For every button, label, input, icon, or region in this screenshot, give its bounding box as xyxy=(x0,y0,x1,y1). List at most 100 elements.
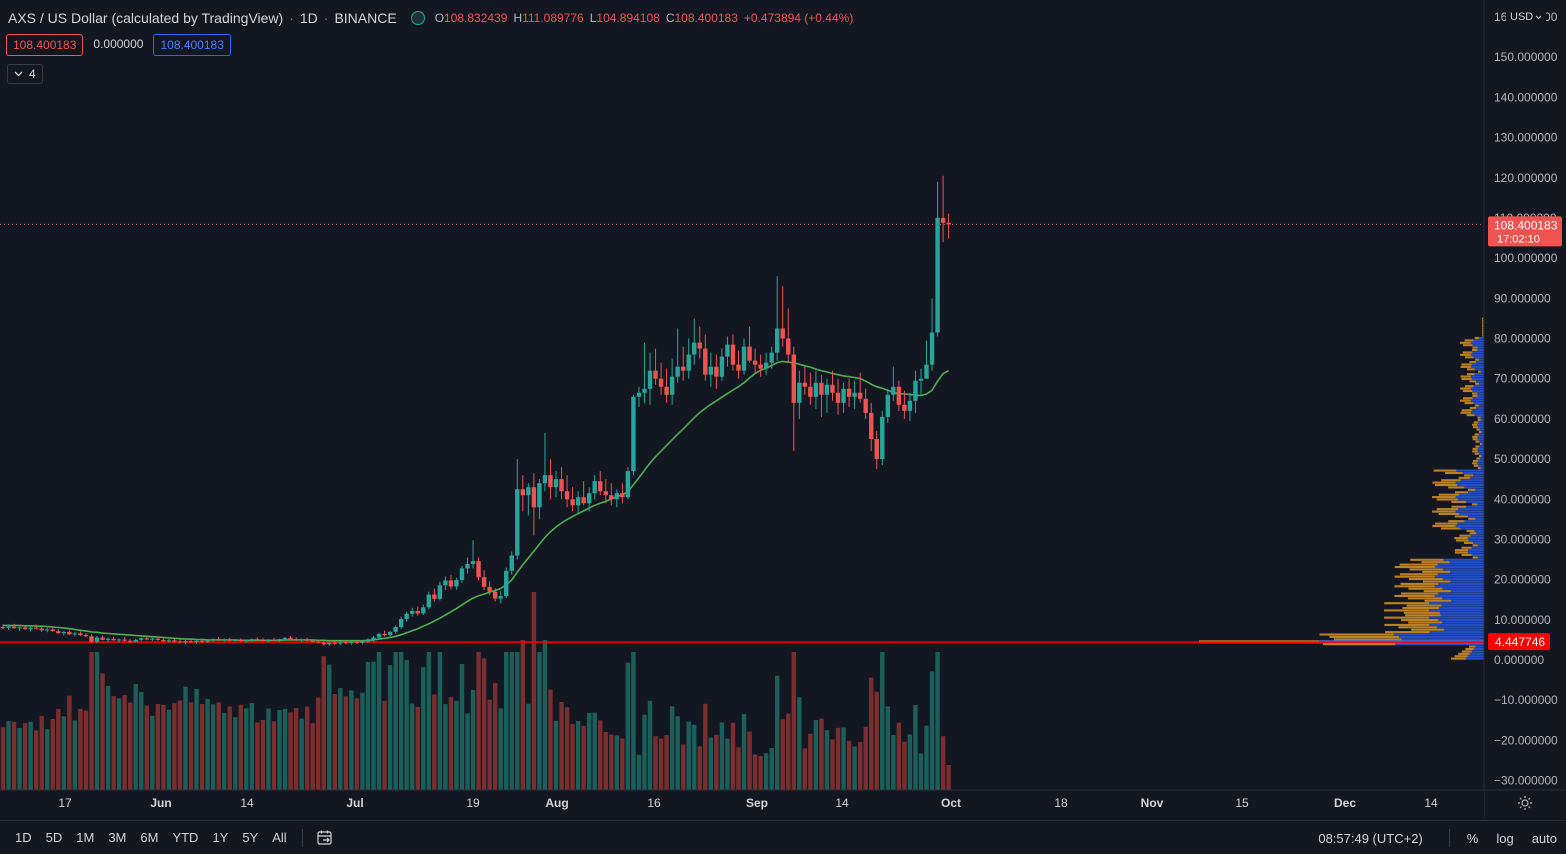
candle-body xyxy=(448,580,454,587)
time-tick-label: 17 xyxy=(58,796,72,810)
volume-bar xyxy=(813,720,819,790)
candle xyxy=(841,382,846,413)
range-button-1d[interactable]: 1D xyxy=(15,830,32,845)
volume-bar xyxy=(177,700,183,790)
candle xyxy=(570,487,575,512)
volume-profile-bar xyxy=(1476,532,1484,535)
range-button-1m[interactable]: 1M xyxy=(76,830,95,845)
sell-price-badge[interactable]: 108.400183 xyxy=(6,34,84,56)
indicators-toggle-button[interactable]: 4 xyxy=(7,64,43,84)
symbol-title[interactable]: AXS / US Dollar (calculated by TradingVi… xyxy=(8,10,284,26)
quote-badges: 108.400183 0.000000 108.400183 xyxy=(6,34,231,56)
volume-profile-bar xyxy=(1465,647,1474,651)
volume-profile-bar xyxy=(1464,520,1484,523)
candle xyxy=(509,551,514,575)
candle-body xyxy=(841,388,846,403)
gear-icon[interactable] xyxy=(1516,794,1534,812)
range-button-3m[interactable]: 3M xyxy=(108,830,127,845)
candle-body xyxy=(244,640,249,642)
volume-bar xyxy=(116,698,122,790)
volume-profile-bar xyxy=(1393,633,1484,636)
candle-body xyxy=(382,633,387,636)
volume-profile-bar xyxy=(1470,387,1484,390)
volume-profile-bar xyxy=(1467,488,1476,491)
volume-bar xyxy=(542,640,548,790)
volume-profile-bar xyxy=(1481,443,1484,446)
auto-scale-toggle[interactable]: auto xyxy=(1531,830,1557,846)
market-status-icon[interactable] xyxy=(410,11,425,25)
range-button-6m[interactable]: 6M xyxy=(140,830,159,845)
volume-bar xyxy=(481,658,487,790)
volume-profile-bar xyxy=(1401,619,1439,622)
volume-profile-bar xyxy=(1482,320,1484,323)
range-button-ytd[interactable]: YTD xyxy=(172,830,199,845)
range-button-all[interactable]: All xyxy=(272,830,287,845)
interval-label[interactable]: 1D xyxy=(299,10,318,26)
candle xyxy=(769,346,774,369)
candle xyxy=(249,638,255,643)
candle xyxy=(227,637,232,642)
candle-body xyxy=(869,412,874,439)
clock-timezone[interactable]: 08:57:49 (UTC+2) xyxy=(1318,830,1423,846)
range-button-5y[interactable]: 5Y xyxy=(242,830,259,845)
volume-profile-bar xyxy=(1482,317,1483,320)
candle xyxy=(194,639,199,644)
volume-bar xyxy=(111,696,116,790)
candle xyxy=(592,475,597,500)
range-button-1y[interactable]: 1Y xyxy=(212,830,229,845)
volume-profile-bar xyxy=(1442,578,1484,581)
candle xyxy=(238,638,243,642)
volume-profile-bar xyxy=(1401,638,1484,641)
legend-header: AXS / US Dollar (calculated by TradingVi… xyxy=(8,8,859,28)
range-button-5d[interactable]: 5D xyxy=(45,830,63,845)
volume-profile-bar xyxy=(1477,394,1484,397)
candle-body xyxy=(924,364,929,379)
volume-bar xyxy=(271,721,277,790)
candle xyxy=(780,286,785,347)
candle xyxy=(299,638,304,642)
volume-profile-bar xyxy=(1474,433,1479,436)
candle-body xyxy=(22,627,28,630)
candle-body xyxy=(636,392,642,397)
volume-bar xyxy=(857,742,863,790)
volume-profile-bar xyxy=(1468,491,1484,494)
candle-body xyxy=(271,639,277,641)
price-tick-label: 20.000000 xyxy=(1494,573,1551,587)
candle xyxy=(553,471,559,498)
candle xyxy=(22,625,28,630)
calendar-goto-icon[interactable] xyxy=(315,828,335,848)
plot-area xyxy=(0,0,1484,790)
candle xyxy=(487,581,492,595)
candle xyxy=(791,346,796,452)
candle xyxy=(33,624,39,630)
volume-bar xyxy=(797,697,802,790)
time-tick-label: 14 xyxy=(1424,796,1438,810)
candle-body xyxy=(504,570,509,597)
price-tick-label: 10.000000 xyxy=(1494,613,1551,627)
volume-bar xyxy=(266,708,271,790)
candle-body xyxy=(492,591,498,599)
volume-bar xyxy=(487,699,492,790)
candle xyxy=(415,606,420,616)
candle xyxy=(50,627,55,632)
percent-scale-toggle[interactable]: % xyxy=(1466,830,1479,846)
volume-bar xyxy=(382,700,387,790)
candle xyxy=(56,629,61,634)
candle-body xyxy=(260,639,266,641)
buy-price-badge[interactable]: 108.400183 xyxy=(153,34,231,56)
volume-profile-bar xyxy=(1385,631,1430,634)
currency-selector[interactable]: USD xyxy=(1506,8,1547,26)
toolbar-right: 08:57:49 (UTC+2) % log auto xyxy=(1318,821,1566,854)
volume-bar xyxy=(72,720,78,790)
volume-profile-bar xyxy=(1472,351,1484,354)
log-scale-toggle[interactable]: log xyxy=(1496,830,1514,846)
candle-body xyxy=(891,386,896,395)
price-tick-label: 140.000000 xyxy=(1494,90,1558,104)
volume-profile-bar xyxy=(1448,486,1465,489)
volume-profile-bar xyxy=(1455,510,1484,513)
volume-profile-bar xyxy=(1477,435,1484,438)
indicators-count: 4 xyxy=(29,67,36,81)
candle xyxy=(282,637,288,641)
